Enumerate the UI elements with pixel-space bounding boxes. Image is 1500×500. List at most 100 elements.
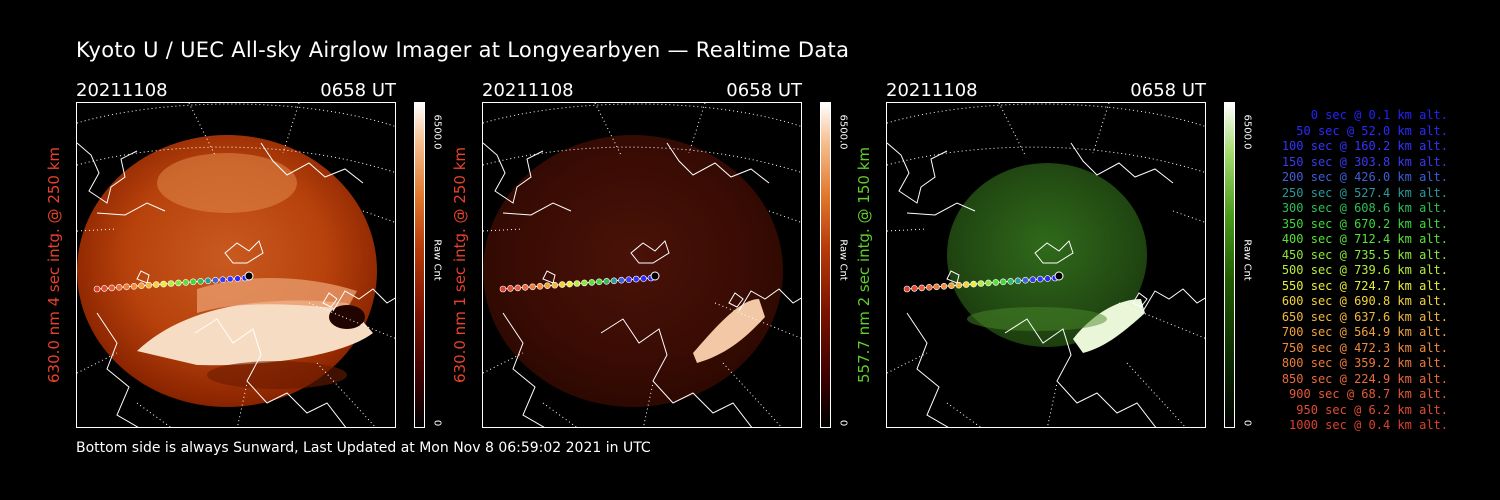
trajectory-point [130, 283, 138, 290]
legend-row: 850 sec @ 224.9 km alt. [1281, 371, 1448, 386]
trajectory-point [962, 281, 970, 288]
trajectory-point [911, 285, 918, 292]
trajectory-point [167, 280, 175, 287]
trajectory-point [551, 281, 559, 289]
trajectory-point [123, 283, 130, 291]
trajectory-point [544, 282, 551, 289]
panel-630-4sec: 20211108 0658 UT 630.0 nm 4 sec intg. @ … [45, 80, 456, 430]
trajectory-point [588, 279, 596, 286]
trajectory-point [514, 284, 522, 292]
trajectory-point [507, 285, 514, 292]
trajectory-point [985, 279, 992, 287]
legend-row: 650 sec @ 637.6 km alt. [1281, 309, 1448, 324]
page-title: Kyoto U / UEC All-sky Airglow Imager at … [76, 38, 850, 62]
panel-date: 20211108 [482, 80, 574, 101]
trajectory-point [918, 284, 926, 292]
panel-date: 20211108 [76, 80, 168, 101]
legend-row: 900 sec @ 68.7 km alt. [1289, 387, 1448, 401]
trajectory-point [955, 281, 963, 289]
trajectory-legend: 0 sec @ 0.1 km alt. 50 sec @ 52.0 km alt.… [1268, 108, 1448, 434]
trajectory-point [189, 278, 197, 286]
trajectory-point [1014, 277, 1022, 285]
panel-side-label-wrap: 557.7 nm 2 sec intg. @ 150 km [852, 102, 876, 428]
legend-row: 1000 sec @ 0.4 km alt. [1289, 418, 1448, 432]
trajectory-point [573, 280, 581, 287]
trajectory-point [977, 280, 985, 287]
legend-row: 750 sec @ 472.3 km alt. [1281, 340, 1448, 355]
trajectory-point [640, 275, 647, 282]
trajectory-point [175, 279, 182, 287]
colorbar [1224, 102, 1235, 428]
trajectory-point [948, 282, 955, 289]
legend-row: 800 sec @ 359.2 km alt. [1281, 356, 1448, 370]
trajectory-point [93, 285, 101, 293]
colorbar [820, 102, 831, 428]
colorbar-min-label: 0 [431, 419, 443, 427]
footer-note: Bottom side is always Sunward, Last Upda… [76, 440, 651, 456]
trajectory-point [219, 276, 227, 283]
trajectory-point [581, 279, 588, 287]
trajectory-point [603, 278, 610, 285]
colorbar-unit-label: Raw Cnt [431, 239, 443, 281]
legend-row: 150 sec @ 303.8 km alt. [1281, 154, 1448, 169]
legend-row: 450 sec @ 735.5 km alt. [1281, 247, 1448, 262]
legend-row: 600 sec @ 690.8 km alt. [1281, 294, 1448, 308]
legend-row: 200 sec @ 426.0 km alt. [1281, 170, 1448, 184]
legend-row: 0 sec @ 0.1 km alt. [1310, 108, 1448, 122]
trajectory-point [138, 282, 145, 289]
trajectory-point [499, 285, 507, 293]
trajectory-point [625, 276, 633, 283]
allsky-image [482, 102, 802, 428]
trajectory-point [529, 283, 536, 291]
trajectory-point [182, 279, 190, 286]
legend-row: 100 sec @ 160.2 km alt. [1281, 139, 1448, 153]
panel-630-1sec: 20211108 0658 UT 630.0 nm 1 sec intg. @ … [451, 80, 862, 430]
panel-time: 0658 UT [726, 80, 802, 101]
colorbar-min-label: 0 [1241, 419, 1253, 427]
colorbar-unit-label: Raw Cnt [837, 239, 849, 281]
trajectory-point [632, 275, 640, 283]
trajectory-point [1029, 276, 1037, 283]
legend-row: 700 sec @ 564.9 km alt. [1281, 325, 1448, 339]
panel-time: 0658 UT [320, 80, 396, 101]
trajectory-point [108, 284, 116, 292]
colorbar-max-label: 6500.0 [837, 114, 849, 150]
trajectory-point [1044, 275, 1051, 282]
trajectory-point [610, 277, 618, 285]
trajectory-point [115, 284, 123, 291]
trajectory-point [903, 285, 911, 293]
legend-row: 950 sec @ 6.2 km alt. [1296, 402, 1448, 417]
trajectory-point [992, 279, 1000, 286]
trajectory-point [970, 280, 977, 288]
panel-time: 0658 UT [1130, 80, 1206, 101]
trajectory-point [1036, 275, 1044, 283]
trajectory-point [566, 280, 573, 288]
trajectory-point [521, 284, 529, 291]
trajectory-point [234, 275, 241, 282]
legend-row: 350 sec @ 670.2 km alt. [1281, 216, 1448, 231]
legend-row: 550 sec @ 724.7 km alt. [1281, 278, 1448, 293]
trajectory-point [160, 280, 167, 288]
panel-side-label-wrap: 630.0 nm 1 sec intg. @ 250 km [448, 102, 472, 428]
trajectory-point [212, 276, 219, 284]
trajectory-point [999, 278, 1007, 286]
colorbar-unit-label: Raw Cnt [1241, 239, 1253, 281]
trajectory-point [536, 283, 544, 290]
colorbar-max-label: 6500.0 [431, 114, 443, 150]
panel-date: 20211108 [886, 80, 978, 101]
panel-side-label: 630.0 nm 4 sec intg. @ 250 km [45, 146, 63, 384]
trajectory-point [618, 276, 625, 284]
panel-side-label: 557.7 nm 2 sec intg. @ 150 km [855, 146, 873, 384]
trajectory-point [595, 278, 603, 286]
trajectory-point [197, 278, 204, 285]
allsky-image [886, 102, 1206, 428]
trajectory-point [933, 283, 940, 291]
legend-row: 250 sec @ 527.4 km alt. [1281, 185, 1448, 200]
panel-side-label: 630.0 nm 1 sec intg. @ 250 km [451, 146, 469, 384]
colorbar-min-label: 0 [837, 419, 849, 427]
trajectory-point [226, 275, 234, 283]
legend-row: 300 sec @ 608.6 km alt. [1281, 201, 1448, 215]
colorbar-max-label: 6500.0 [1241, 114, 1253, 150]
legend-row: 50 sec @ 52.0 km alt. [1296, 123, 1448, 138]
legend-row: 500 sec @ 739.6 km alt. [1281, 263, 1448, 277]
